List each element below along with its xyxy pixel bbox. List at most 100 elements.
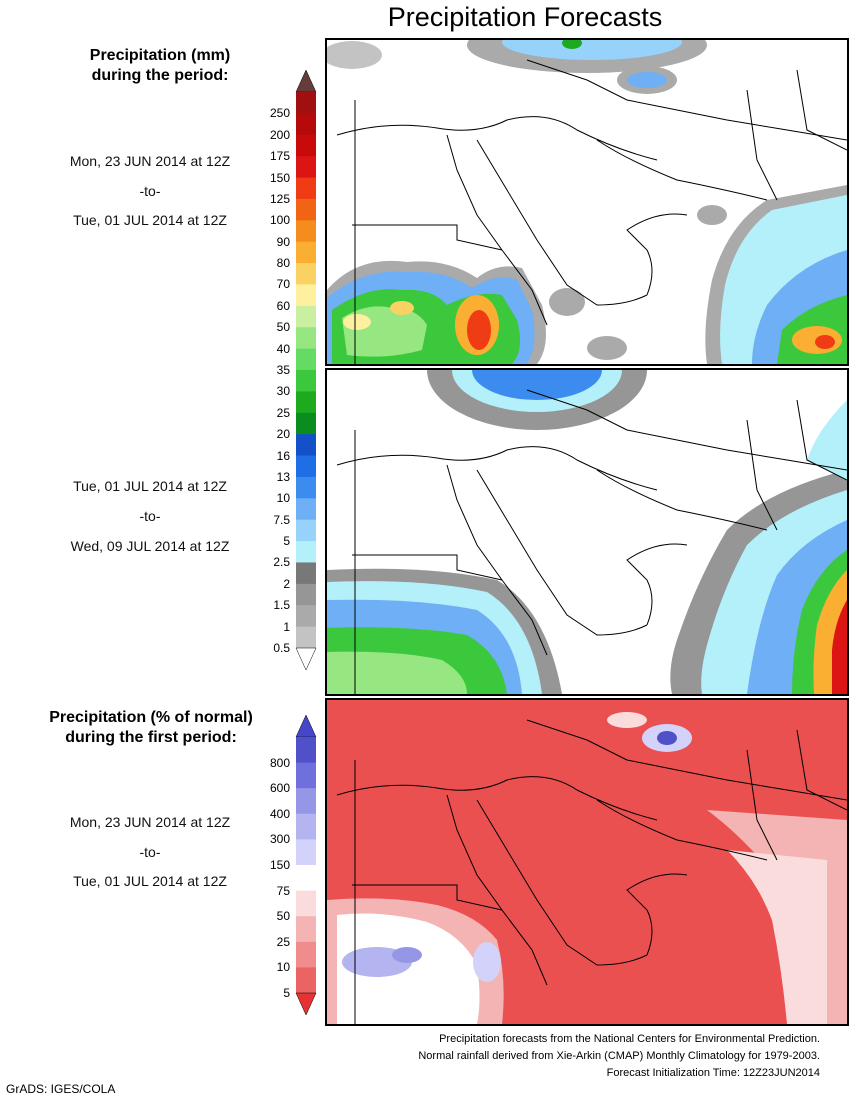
colorbar-cell (296, 967, 316, 994)
colorbar-tick-label: 25 (276, 934, 290, 949)
grads-credit: GrADS: IGES/COLA (6, 1082, 116, 1096)
coastlines (336, 59, 847, 364)
pct-period-end: Tue, 01 JUL 2014 at 12Z (73, 873, 227, 889)
colorbar-cell (296, 626, 316, 649)
colorbar-tick-label: 50 (276, 909, 290, 924)
colorbar-tick-label: 150 (269, 858, 290, 872)
colorbar-cell (296, 941, 316, 968)
colorbar-cell (296, 113, 316, 136)
colorbar-tick-label: 13 (276, 469, 290, 484)
coastlines (336, 389, 847, 694)
colorbar-cell (296, 498, 316, 521)
colorbar-tick-label: 20 (276, 427, 290, 442)
colorbar-cell (296, 605, 316, 628)
colorbar-tick-label: 7.5 (273, 512, 290, 527)
percent-shading (327, 712, 847, 1024)
colorbar-cell (296, 455, 316, 478)
coastlines (336, 719, 847, 1024)
period1-end: Tue, 01 JUL 2014 at 12Z (73, 212, 227, 228)
colorbar-cell (296, 370, 316, 392)
period2-end: Wed, 09 JUL 2014 at 12Z (70, 538, 230, 554)
colorbar-cell (296, 348, 316, 371)
period1-start: Mon, 23 JUN 2014 at 12Z (69, 153, 231, 169)
colorbar-cell (296, 562, 316, 585)
colorbar-cell (296, 916, 316, 943)
mm-legend-title-line2: during the period: (91, 67, 229, 84)
colorbar-tick-label: 75 (276, 883, 290, 898)
percent-colorbar: 800 600 400 300 150 75 50 25 10 5 (250, 715, 325, 1015)
colorbar-cell (296, 476, 316, 499)
colorbar-tick-label: 40 (276, 341, 290, 356)
colorbar-tick-label: 1.5 (273, 598, 290, 613)
footer-line1: Precipitation forecasts from the Nationa… (439, 1033, 820, 1045)
pct-legend-title-line2: during the first period: (65, 729, 237, 746)
period2-start: Tue, 01 JUL 2014 at 12Z (73, 478, 227, 494)
colorbar-cell (296, 177, 316, 200)
colorbar-cell (296, 327, 316, 350)
colorbar-cell (296, 92, 316, 114)
colorbar-cell (296, 241, 316, 264)
colorbar-top-arrow (295, 70, 317, 93)
period1-sep: -to- (139, 183, 161, 199)
colorbar-tick-label: 2 (283, 576, 290, 591)
pct-period-sep: -to- (139, 844, 161, 860)
colorbar-tick-label: 2.5 (273, 555, 290, 570)
colorbar-tick-label: 25 (276, 405, 290, 420)
colorbar-tick-label: 60 (276, 298, 290, 313)
colorbar-tick-label: 200 (269, 127, 290, 142)
colorbar-tick-label: 5 (283, 986, 290, 1000)
colorbar-tick-label: 400 (269, 806, 290, 821)
colorbar-cell (296, 813, 316, 840)
colorbar-cell (296, 412, 316, 435)
colorbar-cell (296, 263, 316, 285)
colorbar-tick-label: 175 (269, 149, 290, 164)
footer-line2: Normal rainfall derived from Xie-Arkin (… (418, 1050, 820, 1062)
colorbar-cell (296, 865, 316, 892)
colorbar-cell (296, 284, 316, 307)
map-panel-week2 (325, 368, 849, 696)
map-panel-week1 (325, 38, 849, 366)
colorbar-tick-label: 70 (276, 277, 290, 292)
colorbar-tick-label: 125 (269, 191, 290, 206)
colorbar-cell (296, 198, 316, 221)
colorbar-cell (296, 156, 316, 179)
colorbar-cell (296, 737, 316, 764)
colorbar-tick-label: 150 (269, 170, 290, 185)
colorbar-tick-label: 30 (276, 384, 290, 399)
mm-legend-title-line1: Precipitation (mm) (89, 47, 231, 64)
precip-shading (327, 40, 847, 364)
colorbar-tick-label: 1 (283, 619, 290, 634)
precip-shading (327, 370, 847, 694)
colorbar-tick-label: 800 (269, 755, 290, 770)
colorbar-tick-label: 300 (269, 832, 290, 847)
colorbar-tick-label: 600 (269, 781, 290, 796)
colorbar-cell (296, 788, 316, 815)
pct-legend-title: Precipitation (% of normal) during the f… (20, 708, 282, 748)
mm-colorbar: 250 200 175 150 125 100 90 80 70 60 50 40 35 30 25 20 16… (250, 70, 325, 670)
colorbar-bottom-arrow (295, 992, 317, 1015)
colorbar-top-arrow (295, 715, 317, 738)
colorbar-cell (296, 762, 316, 789)
mm-legend-title: Precipitation (mm) during the period: (55, 46, 265, 86)
colorbar-cell (296, 583, 316, 606)
colorbar-bottom-arrow (295, 647, 317, 670)
colorbar-tick-label: 80 (276, 256, 290, 271)
colorbar-tick-label: 5 (283, 534, 290, 549)
page-title: Precipitation Forecasts (387, 2, 663, 32)
colorbar-cell (296, 220, 316, 243)
colorbar-tick-label: 250 (269, 106, 290, 121)
colorbar-tick-label: 0.5 (273, 641, 290, 655)
colorbar-tick-label: 100 (269, 213, 290, 228)
colorbar-tick-label: 35 (276, 363, 290, 377)
colorbar-tick-label: 10 (276, 960, 290, 975)
colorbar-cell (296, 519, 316, 542)
pct-period-start: Mon, 23 JUN 2014 at 12Z (69, 814, 231, 830)
colorbar-cell (296, 434, 316, 457)
footer-line3: Forecast Initialization Time: 12Z23JUN20… (606, 1067, 820, 1079)
pct-legend-title-line1: Precipitation (% of normal) (49, 709, 253, 726)
colorbar-tick-label: 10 (276, 491, 290, 506)
colorbar-cell (296, 134, 316, 157)
colorbar-tick-label: 50 (276, 320, 290, 335)
colorbar-cell (296, 541, 316, 563)
colorbar-tick-label: 90 (276, 234, 290, 249)
